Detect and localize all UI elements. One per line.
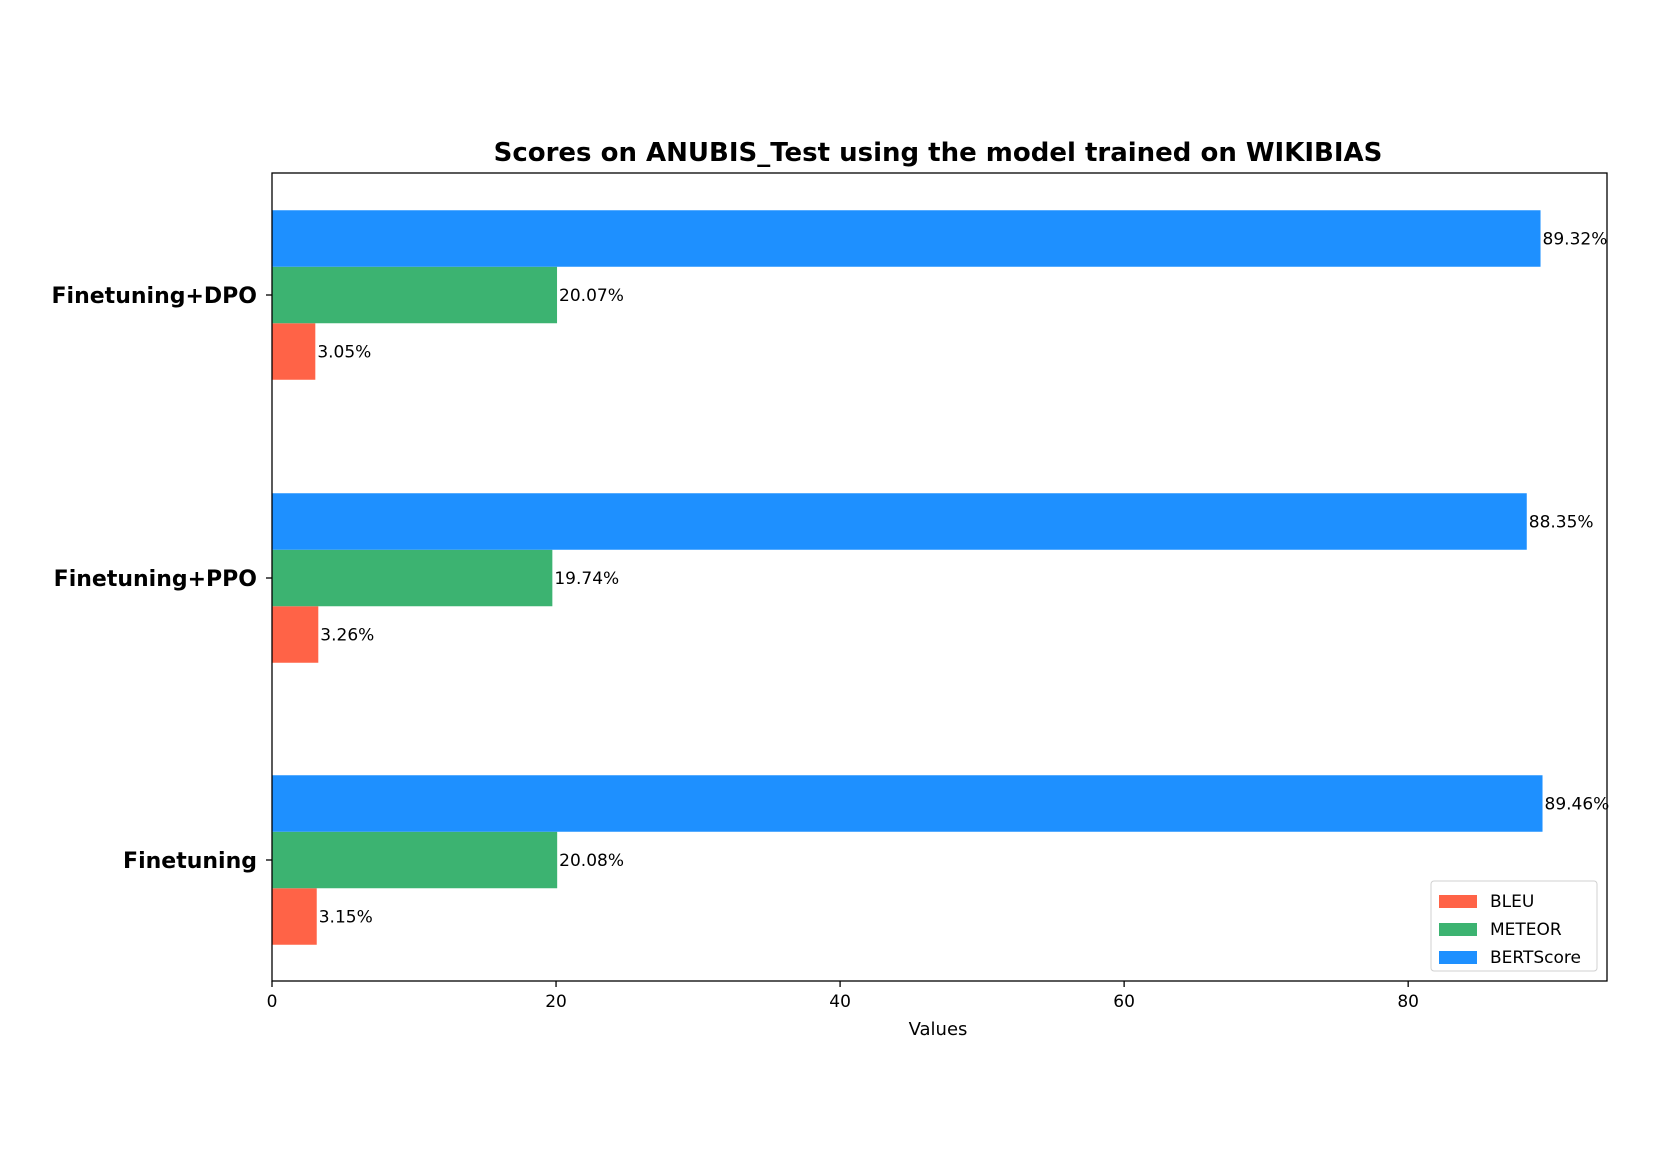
x-tick-label-2: 40 (829, 992, 851, 1012)
data-label-bleu-1: 3.26% (320, 626, 374, 646)
bar-meteor-2 (272, 831, 558, 889)
x-tick-label-4: 80 (1397, 992, 1419, 1012)
y-axis: Finetuning+DPO Finetuning+PPO Finetuning (52, 284, 272, 874)
bar-meteor-1 (272, 549, 553, 607)
bar-bertscore-2 (272, 775, 1543, 832)
legend-label-bertscore: BERTScore (1490, 948, 1581, 968)
x-tick-label-0: 0 (267, 992, 278, 1012)
x-axis-label: Values (909, 1019, 968, 1040)
bar-bertscore-1 (272, 493, 1527, 550)
x-tick-label-1: 20 (545, 992, 567, 1012)
y-tick-label-1: Finetuning+PPO (54, 567, 257, 592)
legend-swatch-bertscore (1439, 951, 1477, 964)
data-label-meteor-0: 20.07% (559, 286, 624, 306)
bar-bleu-0 (272, 323, 316, 380)
bar-meteor-0 (272, 266, 558, 324)
data-label-bleu-2: 3.15% (319, 908, 373, 928)
y-tick-label-2: Finetuning (123, 849, 257, 874)
x-axis: 0 20 40 60 80 (267, 981, 1419, 1012)
data-label-meteor-2: 20.08% (559, 851, 624, 871)
plot-frame (271, 172, 1608, 982)
bar-bleu-2 (272, 888, 317, 945)
bar-bertscore-0 (272, 210, 1541, 267)
chart-title: Scores on ANUBIS_Test using the model tr… (494, 138, 1383, 168)
bar-bleu-1 (272, 606, 319, 663)
bars (272, 210, 1543, 945)
legend[interactable]: BLEU METEOR BERTScore (1430, 880, 1598, 972)
legend-swatch-meteor (1439, 923, 1477, 936)
legend-label-meteor: METEOR (1490, 920, 1562, 940)
data-label-bleu-0: 3.05% (317, 343, 371, 363)
y-tick-label-0: Finetuning+DPO (52, 284, 257, 309)
data-label-bertscore-0: 89.32% (1543, 230, 1608, 250)
data-labels: 3.05% 20.07% 89.32% 3.26% 19.74% 88.35% 3.15% 2… (317, 230, 1609, 928)
data-label-meteor-1: 19.74% (554, 569, 619, 589)
x-tick-label-3: 60 (1113, 992, 1135, 1012)
data-label-bertscore-1: 88.35% (1529, 513, 1594, 533)
data-label-bertscore-2: 89.46% (1545, 795, 1610, 815)
legend-swatch-bleu (1439, 895, 1477, 908)
legend-label-bleu: BLEU (1490, 892, 1534, 912)
